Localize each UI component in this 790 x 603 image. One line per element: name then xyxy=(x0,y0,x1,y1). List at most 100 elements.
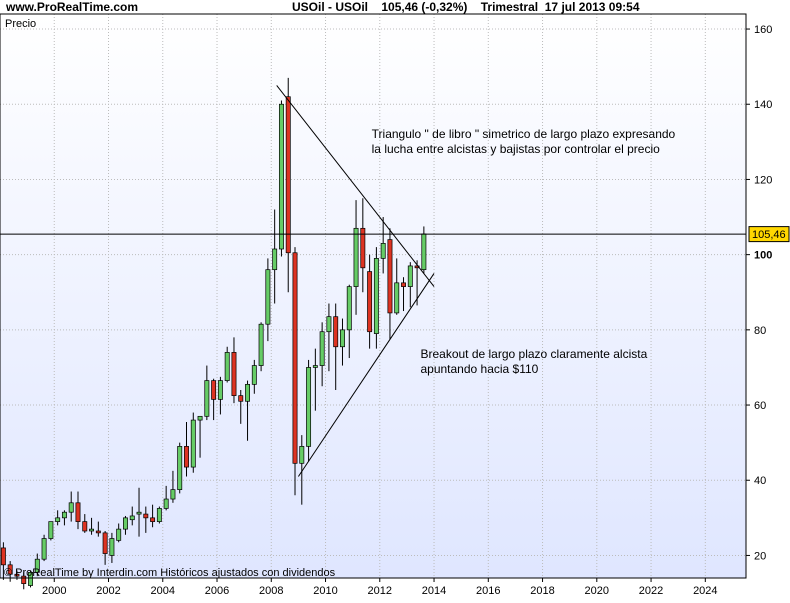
candle-body xyxy=(75,502,81,522)
y-axis: 20 40 60 80 100 120 140 160 xyxy=(746,24,772,562)
candle xyxy=(68,491,74,522)
candle xyxy=(136,487,142,537)
x-tick-label: 2016 xyxy=(476,585,500,597)
candle-body xyxy=(184,446,189,468)
site-title[interactable]: www.ProRealTime.com xyxy=(6,0,139,14)
x-tick-label: 2020 xyxy=(585,585,609,597)
candle-body xyxy=(367,271,373,333)
candle-body xyxy=(394,282,400,314)
candle xyxy=(55,510,61,526)
candle xyxy=(319,322,325,387)
y-tick-label: 40 xyxy=(754,475,766,487)
candle xyxy=(190,412,196,473)
candle-body xyxy=(95,530,101,534)
candle-body xyxy=(61,511,67,519)
y-tick-label: 160 xyxy=(754,24,772,36)
trendline xyxy=(297,273,435,477)
candle-body xyxy=(14,573,20,577)
annotation-line: apuntando hacia $110 xyxy=(420,362,538,376)
candle-body xyxy=(177,446,183,490)
candle xyxy=(231,337,237,404)
candle xyxy=(306,359,312,462)
y-tick-label: 80 xyxy=(754,325,766,337)
trendline xyxy=(276,85,435,287)
candle-body xyxy=(89,528,95,532)
candle-body xyxy=(170,489,176,500)
candle xyxy=(394,258,400,315)
candle xyxy=(312,348,318,411)
candle-body xyxy=(28,572,33,586)
candle xyxy=(89,517,95,535)
candle-body xyxy=(48,521,54,539)
candle-body xyxy=(136,511,142,515)
candle xyxy=(217,376,223,415)
candle xyxy=(197,415,203,458)
candle-body xyxy=(407,265,413,287)
candle xyxy=(34,553,40,577)
candle xyxy=(285,77,291,293)
candle xyxy=(272,209,278,304)
candle-body xyxy=(217,380,223,400)
candle xyxy=(28,570,33,588)
candle xyxy=(156,506,162,524)
candle-body xyxy=(258,323,264,366)
candle xyxy=(292,247,298,496)
y-tick-label: 120 xyxy=(754,174,772,186)
x-tick-label: 2022 xyxy=(639,585,663,597)
candle-body xyxy=(7,564,13,575)
candle xyxy=(61,510,67,526)
last-price-tag-label: 105,46 xyxy=(752,229,786,241)
y-tick-label: 60 xyxy=(754,400,766,412)
candle-body xyxy=(231,352,237,396)
candle xyxy=(143,506,149,533)
candle-body xyxy=(68,502,74,513)
x-tick-label: 2006 xyxy=(205,585,229,597)
candle-body xyxy=(238,395,244,402)
trendline-annotations: Triangulo " de libro " simetrico de larg… xyxy=(276,85,676,477)
candle xyxy=(326,303,332,372)
candle-body xyxy=(21,575,27,584)
candle-body xyxy=(163,498,169,509)
candle xyxy=(0,542,6,580)
candle-body xyxy=(156,508,162,522)
candle-body xyxy=(292,252,298,464)
candle-body xyxy=(340,329,345,348)
candle xyxy=(109,532,115,563)
candle-body xyxy=(380,243,386,259)
footer-credit: © ProRealTime by Interdin.com Históricos… xyxy=(4,567,336,579)
candle xyxy=(75,491,81,530)
x-tick-label: 2014 xyxy=(422,585,446,597)
x-tick-label: 2018 xyxy=(530,585,554,597)
candle xyxy=(401,277,406,312)
plot-frame xyxy=(0,13,747,579)
x-tick-label: 2012 xyxy=(368,585,392,597)
candle-body xyxy=(109,538,115,556)
candle xyxy=(258,322,264,372)
candle xyxy=(373,247,379,349)
candle xyxy=(251,359,257,394)
candle xyxy=(150,504,156,528)
last-price-tag-box xyxy=(748,226,790,243)
candle-body xyxy=(102,532,108,554)
candle xyxy=(340,318,345,366)
candle xyxy=(116,523,122,543)
panel-label: Precio xyxy=(5,18,36,30)
annotation-text: Triangulo " de libro " simetrico de larg… xyxy=(372,127,676,156)
candle-body xyxy=(55,517,61,522)
candlestick-series xyxy=(0,77,427,590)
candle-body xyxy=(150,517,156,522)
candle-body xyxy=(272,248,278,271)
candle-body xyxy=(197,415,203,421)
candle xyxy=(82,514,88,533)
candle-body xyxy=(129,515,135,521)
x-tick-label: 2004 xyxy=(151,585,175,597)
annotation-line: la lucha entre alcistas y bajistas por c… xyxy=(372,142,660,156)
candle xyxy=(123,515,128,535)
annotation-text: Breakout de largo plazo claramente alcis… xyxy=(420,347,647,376)
candle-body xyxy=(0,547,6,566)
candle-body xyxy=(306,367,312,447)
x-tick-label: 2008 xyxy=(259,585,283,597)
candle-body xyxy=(34,558,40,573)
y-tick-label: 20 xyxy=(754,550,766,562)
